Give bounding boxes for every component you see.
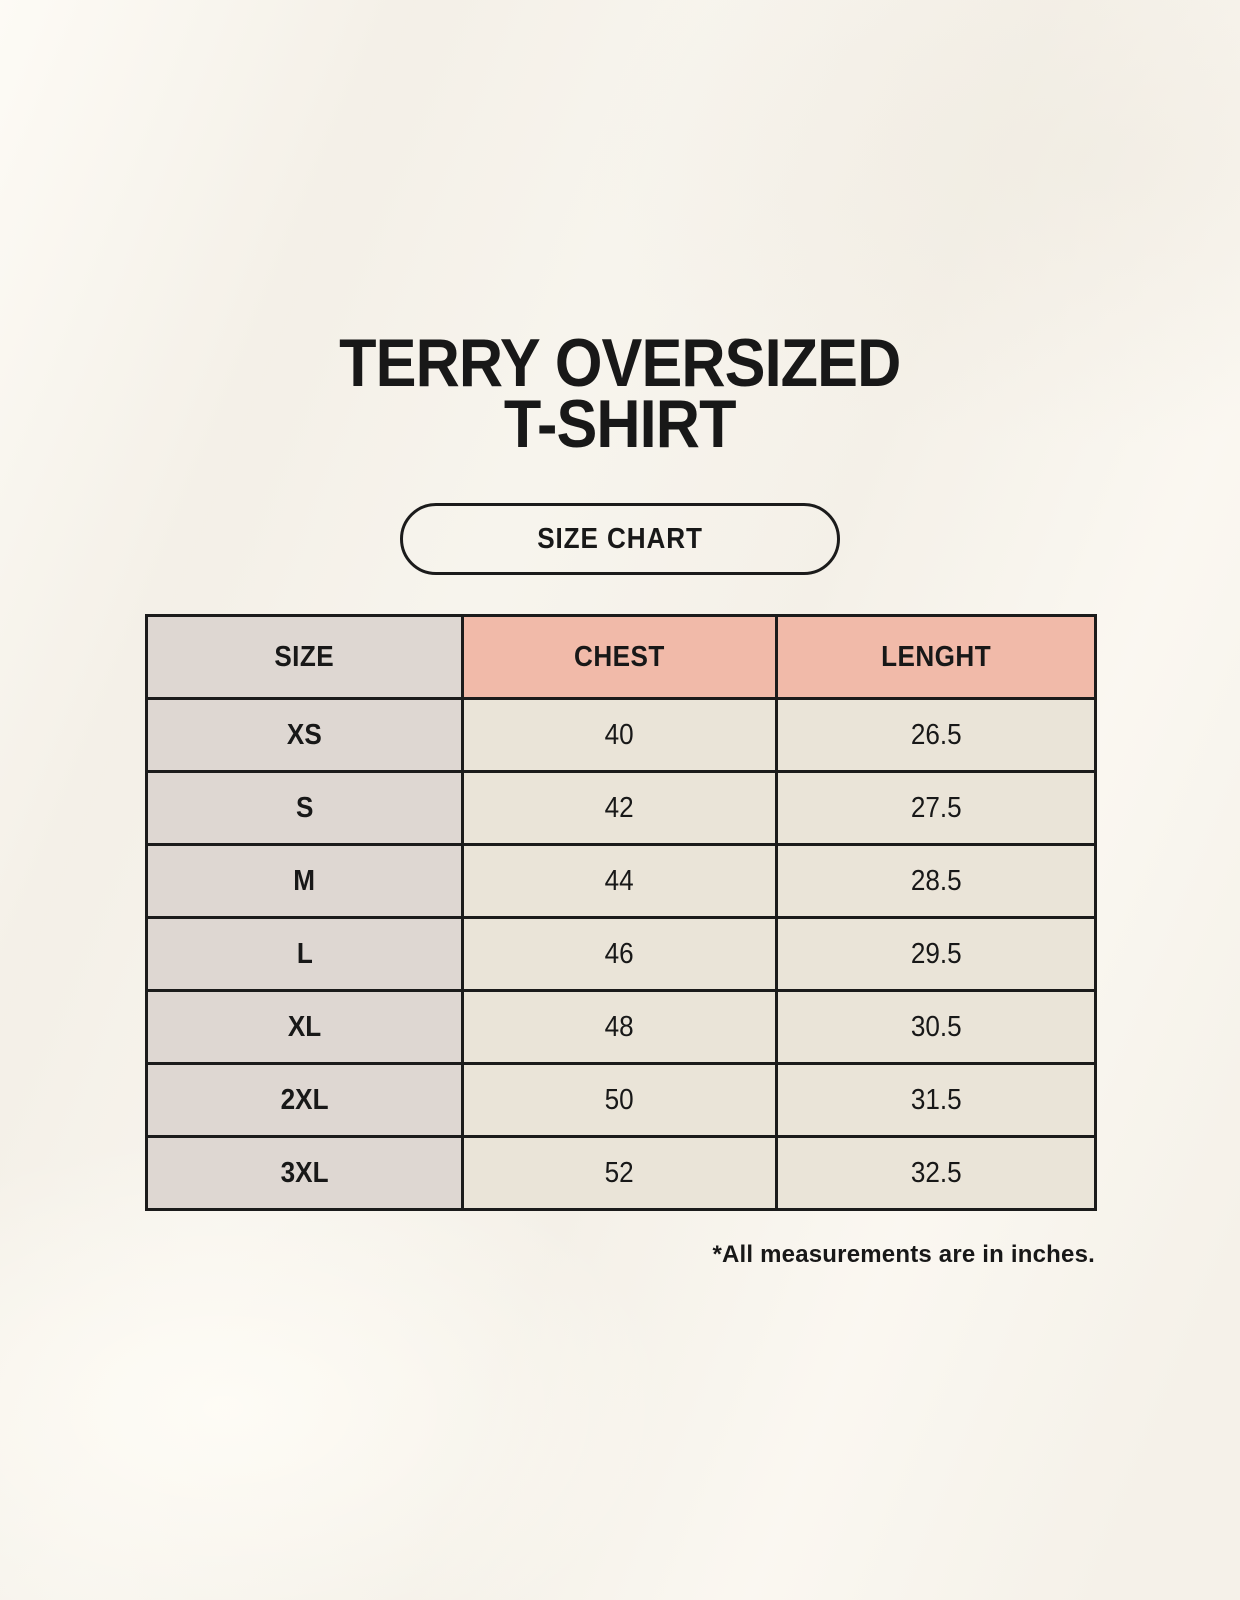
page-title: TERRY OVERSIZED T-SHIRT: [0, 325, 1240, 462]
column-header-length: LENGHT: [775, 614, 1097, 700]
value-cell: 48: [461, 989, 779, 1065]
value-cell: 46: [461, 916, 779, 992]
size-cell: L: [144, 916, 465, 992]
table-row: XS 40 26.5: [144, 697, 1097, 773]
value-cell: 40: [461, 697, 779, 773]
table-row: M 44 28.5: [144, 843, 1097, 919]
page-title-line2: T-SHIRT: [504, 386, 737, 462]
table-row: L 46 29.5: [144, 916, 1097, 992]
value-cell: 32.5: [775, 1135, 1097, 1211]
header-row: SIZE CHEST LENGHT: [144, 614, 1097, 700]
size-chart-table-header: SIZE CHEST LENGHT: [144, 614, 1097, 700]
size-chart-table: SIZE CHEST LENGHT XS 40 26.5 S 42 27.5 M 44 28.5…: [144, 614, 1097, 1211]
measurements-footnote: *All measurements are in inches.: [712, 1241, 1095, 1268]
value-cell: 26.5: [775, 697, 1097, 773]
value-cell: 44: [461, 843, 779, 919]
page-title-line1: TERRY OVERSIZED: [339, 325, 901, 401]
size-cell: S: [144, 770, 465, 846]
table-row: S 42 27.5: [144, 770, 1097, 846]
size-cell: XL: [144, 989, 465, 1065]
value-cell: 28.5: [775, 843, 1097, 919]
column-header-chest-label: CHEST: [574, 640, 665, 673]
table-row: XL 48 30.5: [144, 989, 1097, 1065]
table-row: 2XL 50 31.5: [144, 1062, 1097, 1138]
size-chart-button-label: SIZE CHART: [537, 522, 703, 555]
value-cell: 27.5: [775, 770, 1097, 846]
size-cell: XS: [144, 697, 465, 773]
size-cell: M: [144, 843, 465, 919]
size-table-body: XS 40 26.5 S 42 27.5 M 44 28.5 L 46 29.5 XL 48 30.5 2XL…: [144, 697, 1097, 1211]
size-cell: 3XL: [144, 1135, 465, 1211]
value-cell: 50: [461, 1062, 779, 1138]
value-cell: 29.5: [775, 916, 1097, 992]
value-cell: 30.5: [775, 989, 1097, 1065]
value-cell: 31.5: [775, 1062, 1097, 1138]
column-header-size-label: SIZE: [274, 640, 335, 673]
size-chart-button[interactable]: SIZE CHART: [400, 503, 840, 575]
size-cell: 2XL: [144, 1062, 465, 1138]
column-header-chest: CHEST: [461, 614, 779, 700]
value-cell: 42: [461, 770, 779, 846]
column-header-size: SIZE: [144, 614, 465, 700]
value-cell: 52: [461, 1135, 779, 1211]
column-header-length-label: LENGHT: [881, 640, 992, 673]
table-row: 3XL 52 32.5: [144, 1135, 1097, 1211]
